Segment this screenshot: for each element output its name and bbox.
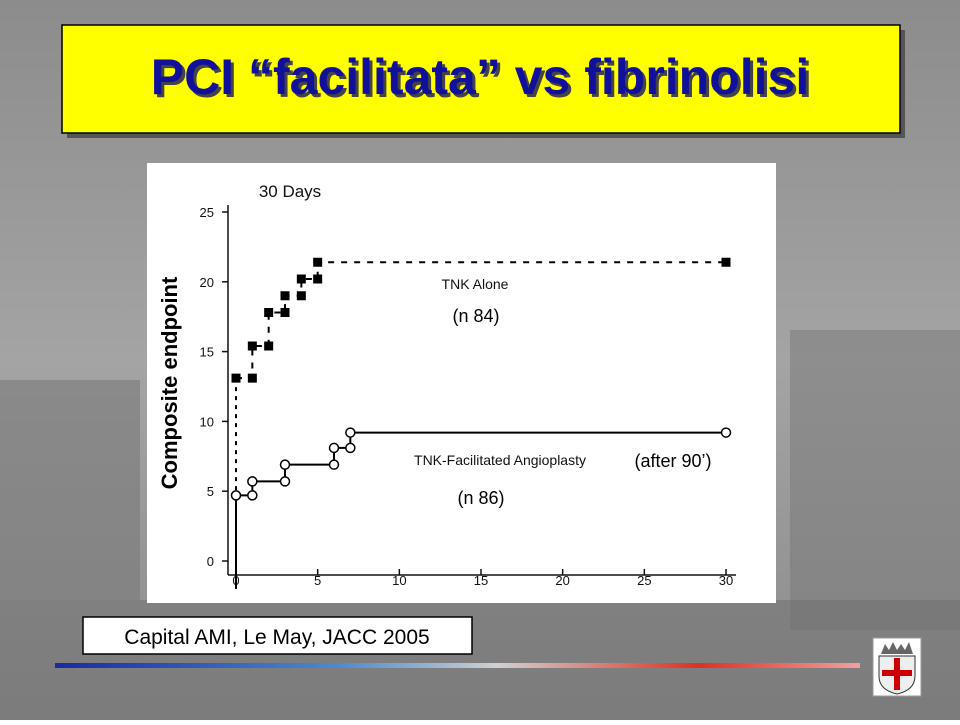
y-tick-label: 5	[207, 484, 214, 499]
marker	[280, 308, 290, 318]
building	[790, 330, 960, 630]
marker	[328, 442, 340, 454]
decor-bar	[55, 663, 860, 668]
x-tick-label: 20	[555, 573, 569, 588]
marker	[247, 490, 258, 501]
marker	[230, 490, 242, 501]
series-label: TNK-Facilitated Angioplasty	[414, 452, 586, 468]
marker	[296, 291, 306, 301]
series-line	[236, 431, 726, 497]
series-label: TNK Alone	[442, 276, 509, 292]
chart-title: 30 Days	[259, 182, 321, 201]
marker	[247, 341, 257, 351]
marker	[313, 274, 323, 284]
title-box	[61, 24, 901, 134]
x-tick-label: 15	[474, 573, 488, 588]
marker	[720, 427, 732, 438]
plot: 0510152025051015202530	[200, 205, 733, 589]
x-tick-label: 5	[314, 573, 321, 588]
annotation: (n 84)	[452, 306, 499, 326]
marker	[279, 476, 291, 487]
x-tick-label: 10	[392, 573, 406, 588]
marker	[264, 308, 274, 318]
y-tick-label: 20	[200, 275, 214, 290]
annotation: (after 90’)	[634, 451, 711, 471]
marker	[247, 476, 258, 487]
y-tick-label: 0	[207, 554, 214, 569]
y-tick-label: 25	[200, 205, 214, 220]
building	[0, 380, 140, 600]
marker	[231, 373, 241, 383]
slide-title: PCI “facilitata” vs fibrinolisi	[151, 49, 810, 105]
citation-box	[82, 616, 473, 655]
marker	[345, 427, 356, 438]
y-tick-label: 15	[200, 345, 214, 360]
logo	[872, 637, 922, 697]
marker	[328, 459, 340, 470]
title-shadow-text: PCI “facilitata” vs fibrinolisi	[154, 52, 813, 108]
y-tick-label: 10	[200, 414, 214, 429]
marker	[296, 274, 306, 284]
x-tick-label: 30	[719, 573, 733, 588]
marker	[247, 373, 257, 383]
chart-panel	[147, 163, 776, 603]
marker	[313, 257, 323, 267]
y-axis-label: Composite endpoint	[157, 276, 182, 489]
marker	[280, 291, 290, 301]
marker	[279, 459, 291, 470]
citation: Capital AMI, Le May, JACC 2005	[124, 626, 429, 649]
marker	[721, 257, 731, 267]
marker	[345, 442, 356, 454]
marker	[264, 341, 274, 351]
annotation: (n 86)	[457, 488, 504, 508]
x-tick-label: 25	[637, 573, 651, 588]
